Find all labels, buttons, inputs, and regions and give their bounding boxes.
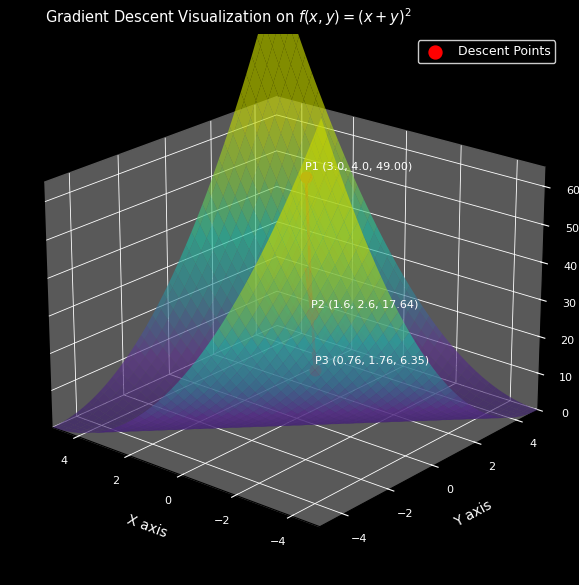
Y-axis label: Y axis: Y axis <box>452 498 494 530</box>
Text: Gradient Descent Visualization on $f(x, y) = (x + y)^2$: Gradient Descent Visualization on $f(x, … <box>45 6 411 27</box>
Legend: Descent Points: Descent Points <box>417 40 555 63</box>
X-axis label: X axis: X axis <box>126 513 170 541</box>
